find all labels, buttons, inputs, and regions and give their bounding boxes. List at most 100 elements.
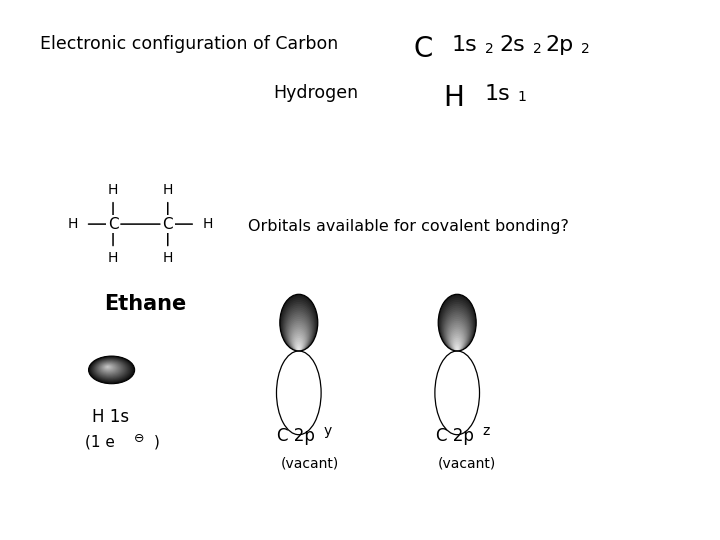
Ellipse shape	[298, 349, 300, 351]
Ellipse shape	[104, 364, 113, 370]
Text: H: H	[163, 251, 173, 265]
Ellipse shape	[454, 342, 460, 351]
Ellipse shape	[448, 322, 467, 351]
Text: z: z	[482, 424, 490, 438]
Ellipse shape	[281, 296, 317, 351]
Ellipse shape	[442, 306, 472, 351]
Ellipse shape	[96, 360, 124, 377]
Ellipse shape	[451, 334, 463, 351]
Ellipse shape	[94, 359, 127, 379]
Text: 1: 1	[517, 90, 526, 104]
Ellipse shape	[449, 325, 466, 351]
Ellipse shape	[103, 364, 114, 371]
Ellipse shape	[106, 366, 110, 368]
Text: Orbitals available for covalent bonding?: Orbitals available for covalent bonding?	[248, 219, 570, 234]
Text: (vacant): (vacant)	[438, 456, 496, 470]
Text: (vacant): (vacant)	[281, 456, 339, 470]
Text: H: H	[108, 251, 118, 265]
Ellipse shape	[89, 356, 135, 384]
Text: H 1s: H 1s	[92, 408, 130, 426]
Text: Electronic configuration of Carbon: Electronic configuration of Carbon	[40, 35, 338, 53]
Ellipse shape	[105, 366, 111, 369]
Ellipse shape	[101, 363, 117, 373]
Ellipse shape	[438, 294, 476, 351]
Ellipse shape	[101, 363, 117, 373]
Ellipse shape	[98, 361, 121, 375]
Ellipse shape	[94, 359, 127, 379]
Ellipse shape	[102, 363, 116, 372]
Ellipse shape	[456, 349, 458, 351]
Ellipse shape	[449, 326, 465, 351]
Ellipse shape	[444, 311, 470, 351]
Ellipse shape	[292, 330, 306, 351]
Ellipse shape	[97, 361, 122, 376]
Ellipse shape	[443, 308, 472, 351]
Ellipse shape	[450, 330, 464, 351]
Ellipse shape	[445, 315, 469, 351]
Ellipse shape	[451, 332, 464, 351]
Ellipse shape	[102, 364, 114, 372]
Ellipse shape	[100, 362, 118, 374]
Ellipse shape	[439, 296, 475, 351]
Ellipse shape	[288, 319, 310, 351]
Text: H: H	[68, 217, 78, 231]
Ellipse shape	[291, 328, 307, 351]
Text: C 2p: C 2p	[277, 427, 315, 444]
Ellipse shape	[296, 342, 302, 351]
Ellipse shape	[96, 361, 123, 376]
Ellipse shape	[276, 351, 321, 435]
Ellipse shape	[92, 358, 129, 380]
Text: 2: 2	[485, 42, 494, 56]
Ellipse shape	[89, 356, 134, 383]
Ellipse shape	[439, 298, 475, 351]
Ellipse shape	[96, 360, 125, 377]
Ellipse shape	[285, 309, 312, 351]
Ellipse shape	[452, 336, 462, 351]
Ellipse shape	[283, 303, 315, 351]
Ellipse shape	[104, 365, 112, 369]
Ellipse shape	[446, 317, 469, 351]
Text: ⊖: ⊖	[134, 432, 145, 445]
Ellipse shape	[282, 300, 316, 351]
Text: 1s: 1s	[485, 84, 510, 104]
Text: 2p: 2p	[546, 35, 574, 55]
Text: Hydrogen: Hydrogen	[274, 84, 359, 102]
Ellipse shape	[287, 317, 310, 351]
Ellipse shape	[284, 308, 313, 351]
Text: ): )	[153, 435, 159, 450]
Ellipse shape	[293, 334, 305, 351]
Text: 2s: 2s	[499, 35, 525, 55]
Ellipse shape	[99, 362, 120, 375]
Text: C: C	[414, 35, 433, 63]
Ellipse shape	[449, 328, 465, 351]
Ellipse shape	[441, 302, 474, 351]
Ellipse shape	[106, 366, 109, 368]
Ellipse shape	[95, 360, 125, 378]
Ellipse shape	[91, 358, 130, 381]
Ellipse shape	[297, 347, 300, 351]
Ellipse shape	[290, 325, 307, 351]
Ellipse shape	[441, 303, 473, 351]
Ellipse shape	[294, 336, 304, 351]
Text: H: H	[443, 84, 464, 112]
Ellipse shape	[287, 315, 311, 351]
Text: H: H	[108, 183, 118, 197]
Ellipse shape	[286, 311, 312, 351]
Ellipse shape	[294, 338, 303, 351]
Text: 1s: 1s	[451, 35, 477, 55]
Ellipse shape	[444, 313, 470, 351]
Ellipse shape	[454, 340, 461, 351]
Ellipse shape	[446, 319, 468, 351]
Ellipse shape	[282, 302, 315, 351]
Ellipse shape	[444, 309, 471, 351]
Ellipse shape	[291, 326, 307, 351]
Ellipse shape	[91, 357, 132, 382]
Ellipse shape	[281, 298, 317, 351]
Ellipse shape	[286, 313, 312, 351]
Ellipse shape	[280, 294, 318, 351]
Text: H: H	[163, 183, 173, 197]
Ellipse shape	[93, 359, 128, 380]
Ellipse shape	[455, 346, 459, 351]
Text: (1 e: (1 e	[85, 435, 114, 450]
Ellipse shape	[435, 351, 480, 435]
